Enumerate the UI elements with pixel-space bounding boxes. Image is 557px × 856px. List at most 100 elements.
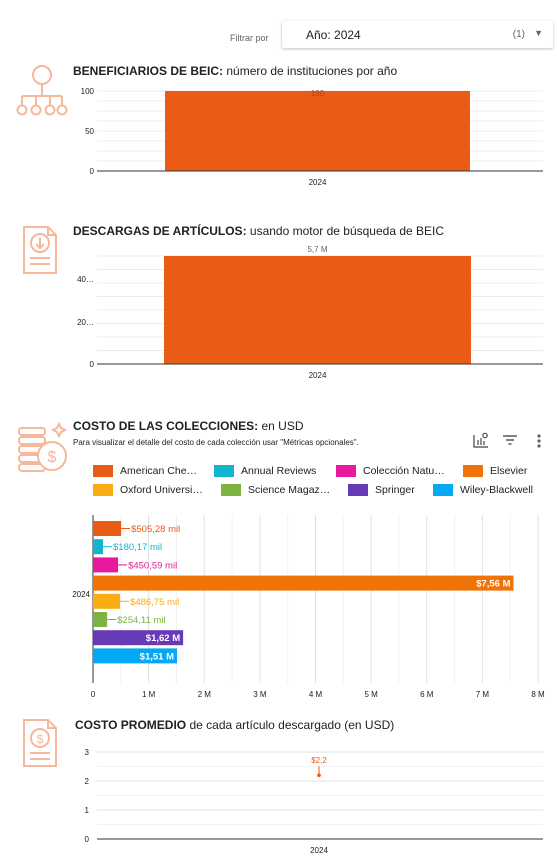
legend-item[interactable]: Oxford Universi…: [93, 484, 203, 498]
money-document-icon: $: [23, 719, 57, 767]
costo-x-tick-label: 6 M: [420, 690, 434, 699]
costo-bar: [93, 612, 108, 627]
promedio-chart: 0 1 2 3 $2,2 2024: [85, 748, 543, 855]
beneficiarios-y-tick-label: 50: [85, 127, 94, 136]
beneficiarios-data-label: 100: [311, 89, 325, 98]
filter-field: Año: [306, 28, 328, 42]
beneficiarios-title-bold: BENEFICIARIOS DE BEIC:: [73, 64, 224, 78]
year-filter-dropdown[interactable]: Año: 2024 (1) ▼: [282, 21, 553, 48]
legend-swatch: [433, 484, 453, 497]
descargas-x-tick-label: 2024: [309, 371, 327, 380]
costo-bar: [93, 630, 184, 646]
legend-swatch: [348, 484, 368, 497]
costo-x-tick-label: 8 M: [531, 690, 545, 699]
descargas-title: DESCARGAS DE ARTÍCULOS: usando motor de …: [73, 224, 444, 238]
legend-label: Colección Natu…: [363, 465, 445, 478]
promedio-x-tick-label: 2024: [310, 846, 328, 855]
download-document-icon: [23, 226, 57, 274]
promedio-title-rest: de cada artículo descargado (en USD): [186, 718, 395, 732]
costo-data-label: $1,62 M: [146, 633, 180, 644]
filter-value: Año: 2024: [306, 28, 361, 42]
descargas-y-tick-label: 20…: [77, 318, 94, 327]
costo-x-tick-label: 2 M: [198, 690, 212, 699]
legend-swatch: [93, 465, 113, 478]
hierarchy-icon: [16, 65, 68, 116]
costo-data-label: $1,51 M: [140, 651, 174, 662]
legend-item[interactable]: Springer: [348, 484, 415, 498]
beneficiarios-y-tick-label: 100: [81, 87, 95, 96]
costo-note: Para visualizar el detalle del costo de …: [73, 438, 359, 447]
legend-item[interactable]: American Che…: [93, 465, 197, 479]
promedio-y-tick-label: 0: [85, 835, 90, 844]
promedio-title-bold: COSTO PROMEDIO: [75, 718, 187, 732]
descargas-chart: 5,7 M 2024 0 20… 40…: [77, 245, 543, 380]
costo-bar: [93, 575, 514, 591]
descargas-data-label: 5,7 M: [307, 245, 327, 254]
costo-data-label: $505,28 mil: [131, 524, 180, 535]
beneficiarios-title: BENEFICIARIOS DE BEIC: número de institu…: [73, 64, 397, 78]
legend-swatch: [463, 465, 483, 478]
svg-text:$: $: [48, 449, 57, 466]
costo-data-label: $7,56 M: [476, 579, 510, 590]
costo-x-tick-label: 5 M: [364, 690, 378, 699]
promedio-y-tick-label: 1: [85, 806, 90, 815]
costo-chart: 0 1 M 2 M 3 M 4 M 5 M 6 M 7 M 8 M $505,28 mil $180…: [72, 515, 545, 699]
beneficiarios-y-tick-label: 0: [90, 167, 95, 176]
costo-y-tick-label: 2024: [72, 590, 90, 599]
legend-label: Springer: [375, 484, 415, 497]
costo-title-bold: COSTO DE LAS COLECCIONES:: [73, 419, 259, 433]
legend-item[interactable]: Colección Natu…: [336, 465, 445, 479]
costo-bar: [93, 557, 119, 573]
promedio-y-tick-label: 3: [85, 748, 90, 757]
filter-year: 2024: [334, 28, 361, 42]
promedio-data-label: $2,2: [311, 756, 327, 765]
legend-item[interactable]: Elsevier: [463, 465, 527, 479]
filter-icon[interactable]: [502, 434, 518, 446]
legend-swatch: [93, 484, 113, 497]
costo-data-label: $254,11 mil: [117, 615, 165, 626]
beneficiarios-x-tick-label: 2024: [309, 178, 327, 187]
costo-x-tick-label: 1 M: [142, 690, 156, 699]
filter-count: (1): [512, 29, 525, 40]
legend-swatch: [221, 484, 241, 497]
legend-label: American Che…: [120, 465, 198, 478]
chevron-down-icon[interactable]: ▼: [534, 28, 543, 38]
costo-data-label: $486,75 mil: [130, 597, 179, 608]
costo-x-tick-label: 3 M: [253, 690, 267, 699]
legend-label: Elsevier: [490, 465, 528, 478]
descargas-title-rest: usando motor de búsqueda de BEIC: [246, 224, 445, 238]
costo-x-tick-label: 7 M: [476, 690, 490, 699]
beneficiarios-title-rest: número de instituciones por año: [223, 64, 398, 78]
legend-label: Oxford Universi…: [120, 484, 203, 497]
promedio-y-tick-label: 2: [85, 777, 90, 786]
descargas-bar: [164, 256, 471, 364]
descargas-y-tick-label: 0: [90, 360, 95, 369]
svg-text:$: $: [37, 732, 44, 746]
descargas-y-tick-label: 40…: [77, 275, 94, 284]
chart-settings-icon[interactable]: [473, 432, 489, 448]
legend-label: Science Magaz…: [248, 484, 331, 497]
beneficiarios-chart: 100 2024 0 50 100: [81, 87, 543, 187]
costo-data-label: $450,59 mil: [128, 560, 177, 571]
legend-label: Annual Reviews: [241, 465, 317, 478]
legend-swatch: [214, 465, 234, 478]
costo-title: COSTO DE LAS COLECCIONES: en USD: [73, 419, 304, 433]
promedio-point: [317, 773, 321, 777]
legend-item[interactable]: Wiley-Blackwell: [433, 484, 533, 498]
costo-bar: [93, 648, 177, 664]
promedio-title: COSTO PROMEDIO de cada artículo descarga…: [75, 718, 394, 732]
legend-label: Wiley-Blackwell: [460, 484, 533, 497]
costo-bar: [93, 521, 122, 536]
costo-title-rest: en USD: [258, 419, 304, 433]
more-vertical-icon[interactable]: [535, 433, 543, 449]
costo-bar: [93, 593, 121, 609]
legend-item[interactable]: Science Magaz…: [221, 484, 330, 498]
costo-x-tick-label: 4 M: [309, 690, 323, 699]
filter-label: Filtrar por: [230, 33, 269, 43]
beneficiarios-bar: [165, 91, 470, 171]
costo-data-label: $180,17 mil: [113, 542, 162, 553]
legend-item[interactable]: Annual Reviews: [214, 465, 316, 479]
costo-x-tick-label: 0: [91, 690, 96, 699]
money-coins-icon: $: [18, 421, 68, 472]
descargas-title-bold: DESCARGAS DE ARTÍCULOS:: [73, 224, 247, 238]
